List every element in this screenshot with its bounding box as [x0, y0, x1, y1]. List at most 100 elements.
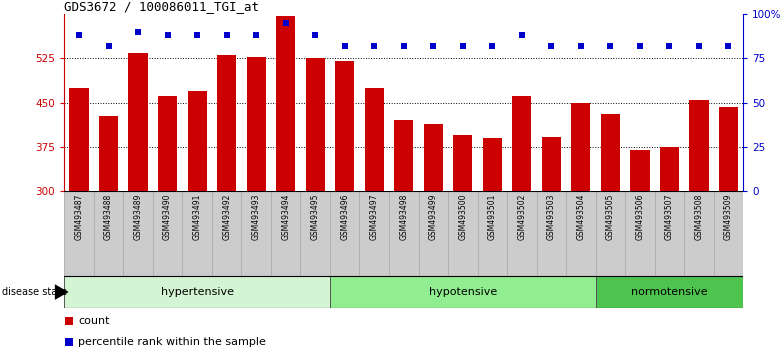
Text: GSM493487: GSM493487: [74, 194, 84, 240]
Bar: [453, 135, 473, 191]
Point: [693, 43, 706, 49]
Bar: [448, 191, 477, 276]
Point: [102, 43, 114, 49]
Text: GSM493492: GSM493492: [222, 194, 231, 240]
Bar: [300, 191, 330, 276]
Point: [368, 43, 380, 49]
Point: [663, 43, 676, 49]
Bar: [158, 96, 177, 191]
Point: [191, 33, 203, 38]
Bar: [306, 58, 325, 191]
Bar: [507, 191, 536, 276]
Bar: [512, 96, 532, 191]
Text: GSM493503: GSM493503: [547, 194, 556, 240]
Bar: [330, 276, 596, 308]
Bar: [572, 103, 590, 191]
Bar: [542, 137, 561, 191]
Bar: [419, 191, 448, 276]
Bar: [394, 120, 413, 191]
Point: [220, 33, 233, 38]
Text: GSM493496: GSM493496: [340, 194, 349, 240]
Point: [250, 33, 263, 38]
Bar: [360, 191, 389, 276]
Point: [633, 43, 646, 49]
Bar: [271, 191, 300, 276]
Text: GDS3672 / 100086011_TGI_at: GDS3672 / 100086011_TGI_at: [64, 0, 260, 13]
Point: [73, 33, 85, 38]
Bar: [276, 16, 296, 191]
Bar: [630, 150, 649, 191]
Bar: [596, 276, 743, 308]
Bar: [719, 107, 738, 191]
Polygon shape: [55, 284, 69, 300]
Bar: [365, 88, 384, 191]
Bar: [655, 191, 684, 276]
Bar: [247, 57, 266, 191]
Text: GSM493501: GSM493501: [488, 194, 497, 240]
Text: GSM493508: GSM493508: [695, 194, 703, 240]
Bar: [713, 191, 743, 276]
Bar: [423, 125, 443, 191]
Bar: [566, 191, 596, 276]
Point: [427, 43, 440, 49]
Bar: [601, 114, 620, 191]
Text: GSM493497: GSM493497: [370, 194, 379, 240]
Text: GSM493500: GSM493500: [459, 194, 467, 240]
Point: [722, 43, 735, 49]
Text: GSM493488: GSM493488: [104, 194, 113, 240]
Point: [309, 33, 321, 38]
Text: disease state: disease state: [2, 287, 67, 297]
Bar: [536, 191, 566, 276]
Bar: [70, 88, 89, 191]
Bar: [187, 91, 207, 191]
Text: GSM493491: GSM493491: [193, 194, 201, 240]
Bar: [330, 191, 360, 276]
Point: [162, 33, 174, 38]
Bar: [689, 100, 709, 191]
Text: count: count: [78, 316, 110, 326]
Text: GSM493506: GSM493506: [635, 194, 644, 240]
Text: GSM493493: GSM493493: [252, 194, 260, 240]
Point: [516, 33, 528, 38]
Text: hypertensive: hypertensive: [161, 287, 234, 297]
Point: [63, 340, 75, 346]
Bar: [212, 191, 241, 276]
Text: GSM493498: GSM493498: [399, 194, 408, 240]
Text: GSM493504: GSM493504: [576, 194, 586, 240]
Bar: [684, 191, 713, 276]
Point: [397, 43, 410, 49]
Point: [486, 43, 499, 49]
Point: [132, 29, 144, 35]
Bar: [64, 191, 94, 276]
Bar: [129, 52, 147, 191]
Text: GSM493494: GSM493494: [281, 194, 290, 240]
Text: GSM493502: GSM493502: [517, 194, 526, 240]
Bar: [64, 276, 330, 308]
Point: [63, 318, 75, 324]
Bar: [389, 191, 419, 276]
Point: [575, 43, 587, 49]
Text: GSM493509: GSM493509: [724, 194, 733, 240]
Point: [456, 43, 469, 49]
Text: GSM493495: GSM493495: [310, 194, 320, 240]
Text: GSM493489: GSM493489: [133, 194, 143, 240]
Bar: [335, 61, 354, 191]
Bar: [660, 147, 679, 191]
Point: [279, 20, 292, 26]
Text: normotensive: normotensive: [631, 287, 708, 297]
Text: hypotensive: hypotensive: [429, 287, 497, 297]
Bar: [483, 138, 502, 191]
Bar: [241, 191, 271, 276]
Point: [545, 43, 557, 49]
Bar: [153, 191, 183, 276]
Text: GSM493505: GSM493505: [606, 194, 615, 240]
Text: GSM493499: GSM493499: [429, 194, 437, 240]
Bar: [477, 191, 507, 276]
Point: [604, 43, 617, 49]
Text: percentile rank within the sample: percentile rank within the sample: [78, 337, 267, 348]
Bar: [99, 116, 118, 191]
Bar: [596, 191, 625, 276]
Bar: [217, 56, 236, 191]
Bar: [94, 191, 123, 276]
Bar: [625, 191, 655, 276]
